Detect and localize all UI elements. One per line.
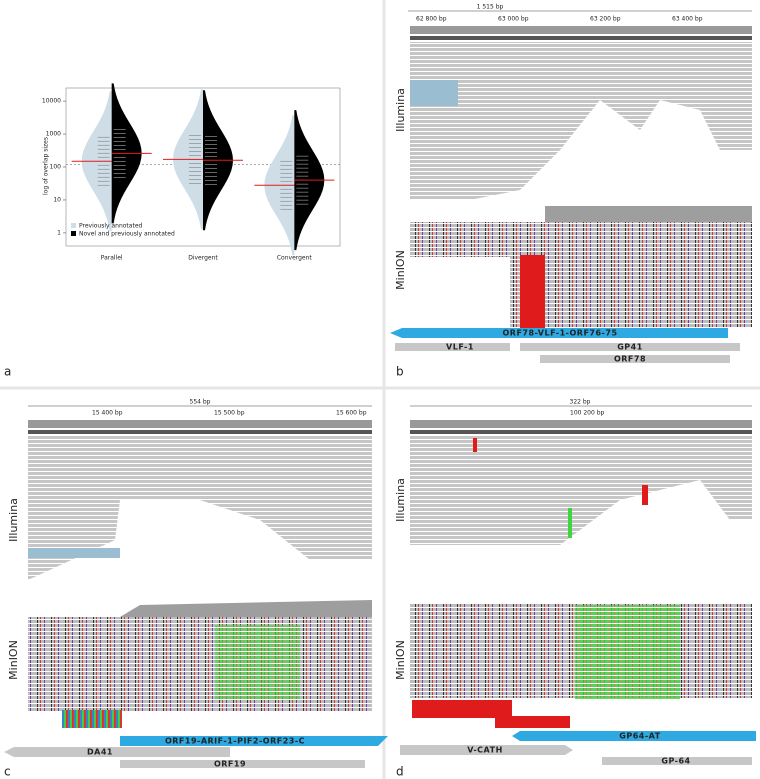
- x-tick-label: Parallel: [101, 255, 123, 262]
- x-tick-label: Convergent: [277, 255, 313, 262]
- legend-swatch: [71, 231, 76, 236]
- track-label: Illumina: [394, 88, 407, 132]
- track-label: Illumina: [394, 478, 407, 522]
- span: 322 bp: [570, 399, 591, 406]
- y-axis-label: log of overlap sizes: [43, 137, 50, 195]
- panel-label: c: [4, 765, 11, 779]
- gene-label: ORF78: [614, 355, 646, 364]
- track-label: Illumina: [7, 498, 20, 542]
- track-label: MinION: [394, 640, 407, 680]
- y-tick-label: 10000: [42, 98, 61, 105]
- panel-c: c 554 bp 15 400 bp 15 500 bp 15 600 bp I…: [4, 399, 388, 779]
- ruler-label: 15 400 bp: [92, 410, 123, 417]
- y-tick-label: 100: [50, 164, 62, 171]
- ruler-label: 15 500 bp: [214, 410, 245, 417]
- gene-label: GP41: [617, 343, 643, 352]
- ruler-label: 63 400 bp: [672, 16, 703, 23]
- x-tick-label: Divergent: [188, 255, 218, 262]
- ruler-label: 15 600 bp: [336, 410, 367, 417]
- gene-label: V-CATH: [467, 746, 503, 755]
- track-label: MinION: [394, 250, 407, 290]
- ruler-label: 63 000 bp: [498, 16, 529, 23]
- ruler-label: 62 800 bp: [416, 16, 447, 23]
- gene-label: GP-64: [661, 757, 690, 766]
- y-tick-label: 10: [53, 196, 61, 203]
- gene-label: ORF19: [214, 760, 246, 769]
- span: 554 bp: [190, 399, 211, 406]
- ruler-label: 63 200 bp: [590, 16, 621, 23]
- panel-d: d 322 bp 100 200 bp Illumina MinION GP64…: [394, 399, 756, 779]
- track-label: MinION: [7, 640, 20, 680]
- legend-label: Previously annotated: [79, 223, 143, 230]
- panel-label: d: [396, 765, 404, 779]
- legend-label: Novel and previously annotated: [79, 231, 175, 238]
- panel-b: b 1 515 bp 62 800 bp 63 000 bp 63 200 bp…: [390, 4, 752, 379]
- gene-label: DA41: [87, 748, 113, 757]
- panel-a: a log of overlap sizes 1 10 100 1000 10000 Pa…: [4, 83, 341, 379]
- span: 1 515 bp: [477, 4, 504, 11]
- ruler-label: 100 200 bp: [570, 410, 605, 417]
- panel-label: b: [396, 365, 404, 379]
- panel-label: a: [4, 365, 11, 379]
- y-tick-label: 1: [57, 229, 61, 236]
- y-tick-label: 1000: [46, 131, 61, 138]
- gene-label: VLF-1: [446, 343, 474, 352]
- legend-swatch: [71, 223, 76, 228]
- gene-label: ORF19-ARIF-1-PIF2-ORF23-C: [165, 737, 305, 746]
- gene-label: GP64-AT: [619, 732, 660, 741]
- gene-label: ORF78-VLF-1-ORF76-75: [502, 329, 617, 338]
